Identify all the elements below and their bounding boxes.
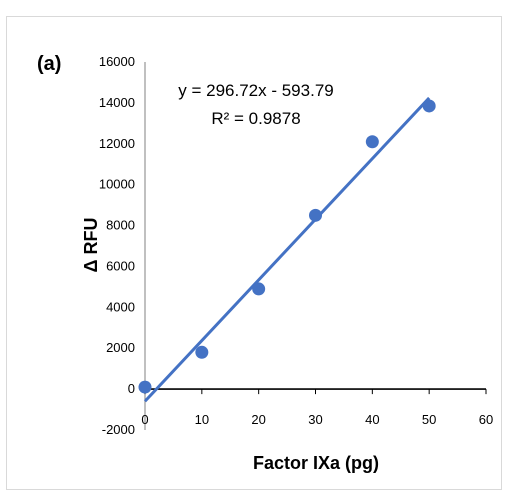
x-tick-labels: 0 10 20 30 40 50 60: [141, 412, 493, 427]
x-axis: [144, 388, 487, 395]
data-point: [195, 345, 209, 359]
x-tick-label: 40: [365, 412, 379, 427]
trendline-equation: y = 296.72x - 593.79: [178, 81, 333, 100]
y-axis-title: Δ RFU: [81, 218, 101, 273]
r-squared-label: R² = 0.9878: [211, 109, 300, 128]
panel-label: (a): [37, 53, 61, 75]
x-tick-label: 0: [141, 412, 148, 427]
y-tick-label: 0: [128, 381, 135, 396]
y-tick-label: -2000: [102, 422, 135, 437]
y-tick-label: 8000: [106, 218, 135, 233]
trendline: [143, 96, 431, 403]
y-tick-label: 16000: [99, 54, 135, 69]
data-point: [309, 208, 322, 222]
y-tick-label: 4000: [106, 299, 135, 314]
data-points: [138, 99, 436, 394]
data-point: [138, 380, 152, 394]
x-tick-label: 50: [422, 412, 436, 427]
y-tick-label: 12000: [99, 136, 135, 151]
data-point: [365, 135, 379, 149]
y-tick-label: 10000: [99, 177, 135, 192]
x-tick-label: 20: [251, 412, 265, 427]
x-axis-title: Factor IXa (pg): [253, 453, 379, 473]
x-tick-label: 60: [479, 412, 493, 427]
data-point: [422, 99, 436, 113]
x-tick-label: 30: [308, 412, 322, 427]
x-tick-label: 10: [195, 412, 209, 427]
y-tick-label: 6000: [106, 258, 135, 273]
chart-frame: [6, 16, 502, 490]
data-point: [252, 282, 266, 296]
y-tick-labels: -2000 0 2000 4000 6000 8000 10000 12000 14000 160…: [99, 54, 135, 437]
y-tick-label: 14000: [99, 95, 135, 110]
y-tick-label: 2000: [106, 340, 135, 355]
